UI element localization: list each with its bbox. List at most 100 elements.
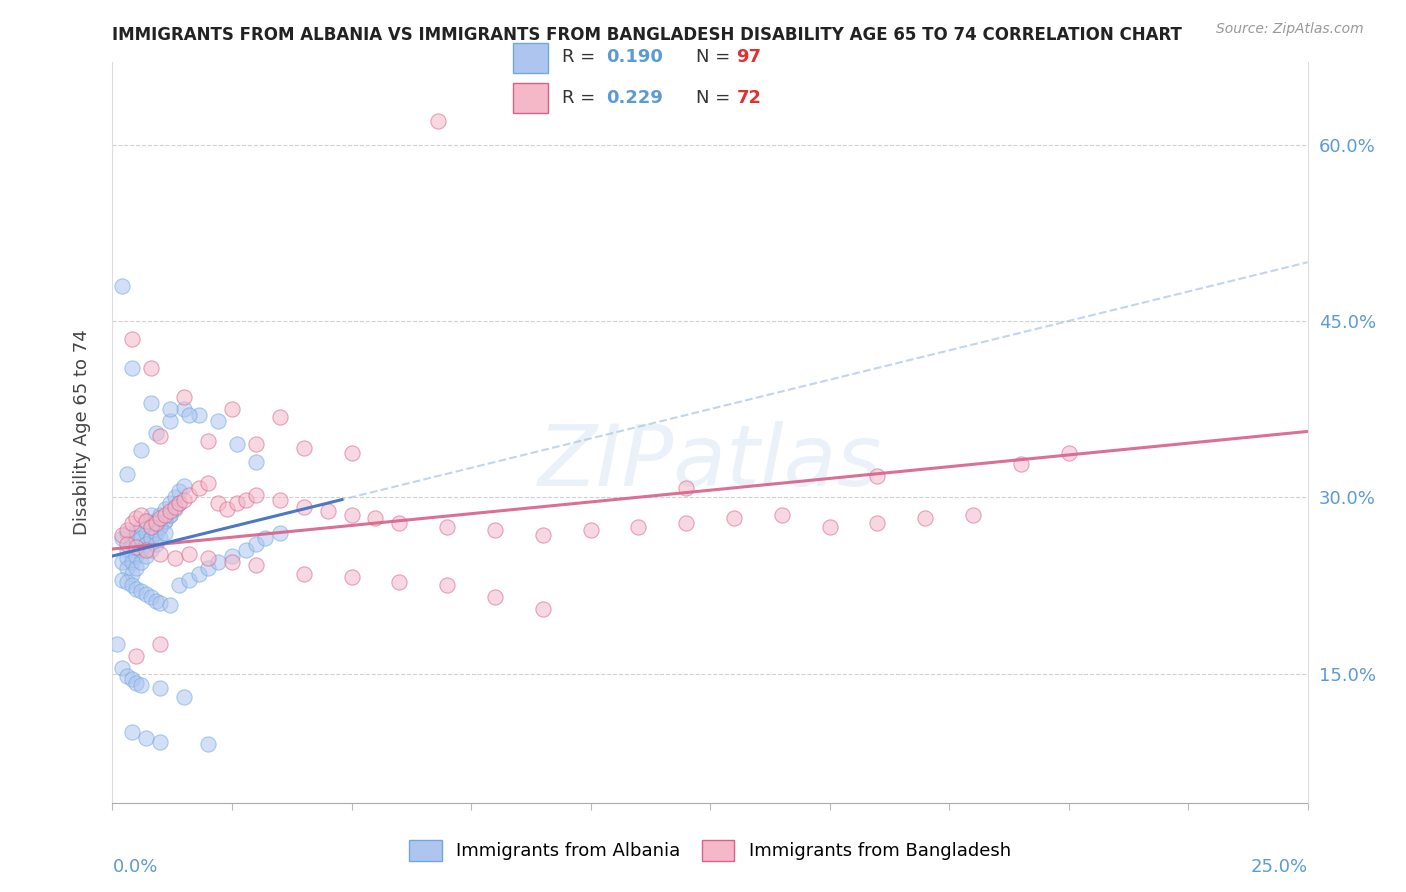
Point xyxy=(269,410,291,425)
Point xyxy=(125,648,148,663)
Bar xyxy=(513,44,548,73)
Point xyxy=(197,476,219,491)
Point xyxy=(221,402,243,417)
Point xyxy=(340,445,363,459)
Point xyxy=(139,532,162,546)
Point xyxy=(149,511,172,525)
Point xyxy=(121,549,143,563)
Point xyxy=(145,525,167,540)
Point xyxy=(115,523,138,537)
Point xyxy=(675,516,697,530)
Point xyxy=(245,437,267,451)
Point xyxy=(111,573,134,587)
Point xyxy=(115,543,138,558)
Point xyxy=(149,637,172,651)
Point xyxy=(135,525,157,540)
Point xyxy=(129,678,152,692)
Point xyxy=(1057,445,1080,459)
Point xyxy=(125,525,148,540)
Point xyxy=(962,508,984,522)
Text: 72: 72 xyxy=(737,89,762,107)
Point xyxy=(159,504,181,518)
Point xyxy=(914,511,936,525)
Point xyxy=(129,555,152,569)
Point xyxy=(125,532,148,546)
Point xyxy=(139,532,162,546)
Point xyxy=(135,586,157,600)
Point xyxy=(225,437,247,451)
Point xyxy=(149,532,172,546)
Point xyxy=(173,402,195,417)
Point xyxy=(187,408,209,422)
Point xyxy=(163,490,186,504)
Point xyxy=(217,502,239,516)
Point xyxy=(111,278,134,293)
Point xyxy=(177,573,200,587)
Point xyxy=(484,523,506,537)
Point xyxy=(115,537,138,551)
Point xyxy=(129,532,152,546)
Point xyxy=(388,516,411,530)
Point xyxy=(153,514,176,528)
Y-axis label: Disability Age 65 to 74: Disability Age 65 to 74 xyxy=(73,330,91,535)
Text: 0.0%: 0.0% xyxy=(112,858,157,876)
Point xyxy=(340,508,363,522)
Point xyxy=(115,525,138,540)
Point xyxy=(197,551,219,566)
Point xyxy=(169,484,191,499)
Point xyxy=(426,114,449,128)
Point xyxy=(111,532,134,546)
Point xyxy=(235,543,257,558)
Point xyxy=(254,532,277,546)
Point xyxy=(139,590,162,604)
Point xyxy=(207,414,229,428)
Point xyxy=(135,537,157,551)
Point xyxy=(145,593,167,607)
Point xyxy=(149,596,172,610)
Point xyxy=(121,725,143,739)
Point xyxy=(1010,458,1032,472)
Text: N =: N = xyxy=(696,89,735,107)
Point xyxy=(388,574,411,589)
Point xyxy=(111,528,134,542)
Point xyxy=(169,578,191,592)
Text: 97: 97 xyxy=(737,48,762,66)
Point xyxy=(292,500,315,514)
Point xyxy=(121,516,143,530)
Point xyxy=(531,602,554,616)
Point xyxy=(627,519,650,533)
Text: IMMIGRANTS FROM ALBANIA VS IMMIGRANTS FROM BANGLADESH DISABILITY AGE 65 TO 74 CO: IMMIGRANTS FROM ALBANIA VS IMMIGRANTS FR… xyxy=(112,26,1182,45)
Point xyxy=(121,537,143,551)
Point xyxy=(153,525,176,540)
Point xyxy=(221,549,243,563)
Point xyxy=(177,408,200,422)
Point xyxy=(111,555,134,569)
Point xyxy=(105,637,128,651)
Point xyxy=(135,549,157,563)
Text: R =: R = xyxy=(562,89,602,107)
Point xyxy=(207,555,229,569)
Point xyxy=(159,508,181,522)
Point xyxy=(197,737,219,751)
Point xyxy=(139,361,162,376)
Point xyxy=(173,390,195,404)
Point xyxy=(866,516,889,530)
Point xyxy=(139,543,162,558)
Point xyxy=(139,508,162,522)
Point xyxy=(139,519,162,533)
Point xyxy=(169,496,191,510)
Point xyxy=(149,519,172,533)
Text: ZIPatlas: ZIPatlas xyxy=(538,421,882,504)
Point xyxy=(153,514,176,528)
Point xyxy=(149,734,172,748)
Point xyxy=(125,540,148,554)
Text: N =: N = xyxy=(696,48,735,66)
Point xyxy=(129,443,152,458)
Point xyxy=(579,523,602,537)
Point xyxy=(245,537,267,551)
Point xyxy=(115,669,138,683)
Point xyxy=(173,478,195,492)
Point xyxy=(436,578,458,592)
Point xyxy=(245,455,267,469)
Point xyxy=(364,511,387,525)
